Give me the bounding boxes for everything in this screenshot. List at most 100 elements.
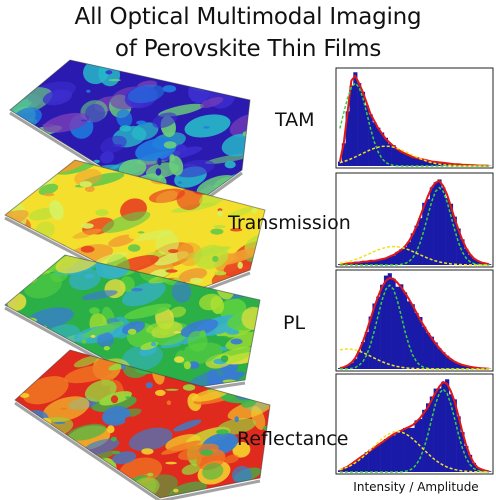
histogram-bar: [376, 444, 381, 472]
histogram-pl: [335, 269, 494, 372]
histogram-bar: [441, 162, 446, 166]
histogram-bar: [422, 202, 427, 265]
histogram-bar: [349, 85, 354, 166]
histogram-bar: [460, 432, 465, 472]
histogram-bar: [387, 143, 392, 166]
histogram-bar: [360, 455, 366, 472]
histogram-bar: [395, 149, 400, 166]
component-curve-yellow: [339, 245, 490, 266]
histogram-bar: [468, 454, 473, 472]
histogram-bar: [387, 273, 392, 369]
histogram-bar: [360, 91, 366, 166]
histogram-bar: [372, 447, 377, 472]
histogram-bar: [433, 182, 438, 265]
histogram-bar: [406, 155, 411, 166]
histogram-bar: [437, 348, 442, 369]
histograms-group: [335, 67, 494, 475]
histogram-bar: [410, 233, 415, 265]
histogram-bar: [403, 428, 408, 472]
layer-label-pl: PL: [283, 312, 306, 334]
histogram-bar: [429, 396, 434, 472]
histogram-bar: [406, 241, 411, 265]
histogram-bar: [487, 471, 492, 472]
histogram-bar: [418, 158, 423, 166]
histogram-bar: [429, 336, 434, 369]
histogram-bar: [414, 420, 419, 472]
histogram-bar: [353, 262, 358, 265]
histogram-bar: [479, 262, 484, 265]
histogram-bar: [445, 355, 450, 369]
histogram-bar: [391, 278, 396, 369]
histogram-bar: [479, 469, 484, 472]
histogram-bar: [448, 203, 454, 265]
histogram-bar: [406, 427, 411, 472]
histogram-bar: [368, 114, 373, 166]
histogram-bar: [425, 332, 431, 369]
histogram-reflectance: [335, 373, 494, 475]
histogram-bar: [464, 248, 469, 265]
histogram-bar: [357, 458, 362, 472]
histogram-bar: [456, 228, 461, 265]
histogram-bar: [422, 159, 427, 166]
histogram-bar: [468, 366, 473, 369]
histogram-bar: [433, 342, 438, 369]
histogram-bar: [357, 262, 362, 265]
histogram-bar: [414, 225, 419, 265]
histogram-bar: [391, 255, 396, 265]
histogram-bar: [399, 430, 404, 472]
histogram-bar: [433, 388, 438, 472]
histogram-bar: [345, 111, 350, 166]
histogram-bar: [445, 198, 450, 265]
component-curve-yellow: [339, 348, 490, 370]
histogram-bar: [422, 409, 427, 472]
histogram-bar: [341, 143, 346, 166]
histogram-bar: [418, 218, 423, 265]
histogram-bar: [383, 439, 389, 472]
histogram-bar: [338, 161, 343, 166]
histogram-bar: [460, 365, 465, 369]
histogram-bar: [376, 296, 381, 369]
histogram-bar: [383, 137, 389, 166]
histogram-bar: [475, 467, 480, 472]
fit-curve: [339, 380, 490, 473]
component-curve-yellow: [339, 145, 490, 167]
histogram-bar: [380, 132, 385, 166]
histogram-bar: [364, 261, 369, 265]
histogram-bar: [395, 286, 400, 369]
histogram-bar: [383, 258, 389, 265]
histogram-bar: [353, 460, 358, 472]
histogram-bar: [441, 352, 446, 369]
fit-curve: [338, 74, 490, 167]
histogram-bar: [425, 199, 431, 265]
histogram-bar: [383, 275, 389, 369]
histogram-bar: [464, 445, 469, 472]
histogram-bar: [372, 260, 377, 265]
figure-title-line-1: All Optical Multimodal Imaging: [74, 4, 422, 30]
histogram-bar: [425, 160, 431, 166]
histogram-bar: [471, 462, 477, 472]
histogram-bar: [341, 468, 346, 472]
x-axis-label: Intensity / Amplitude: [353, 480, 479, 494]
histogram-bar: [429, 161, 434, 166]
layer-label-tam: TAM: [275, 109, 315, 131]
histogram-bar: [368, 260, 373, 265]
histogram-bar: [357, 83, 362, 166]
histogram-bar: [391, 145, 396, 166]
histogram-bar: [353, 72, 358, 166]
histogram-bar: [360, 342, 366, 369]
histogram-bar: [456, 363, 461, 369]
histogram-bar: [364, 105, 369, 166]
histogram-bar: [376, 259, 381, 265]
histogram-bar: [403, 153, 408, 166]
histogram-bar: [414, 157, 419, 166]
histogram-bar: [391, 435, 396, 472]
histogram-bar: [357, 351, 362, 369]
histogram-tam: [335, 67, 494, 169]
histogram-bar: [441, 187, 446, 265]
histogram-bar: [441, 381, 446, 472]
histogram-bar: [418, 317, 423, 369]
histogram-bar: [456, 416, 461, 472]
histogram-bar: [399, 284, 404, 369]
histogram-transmission: [335, 172, 494, 268]
